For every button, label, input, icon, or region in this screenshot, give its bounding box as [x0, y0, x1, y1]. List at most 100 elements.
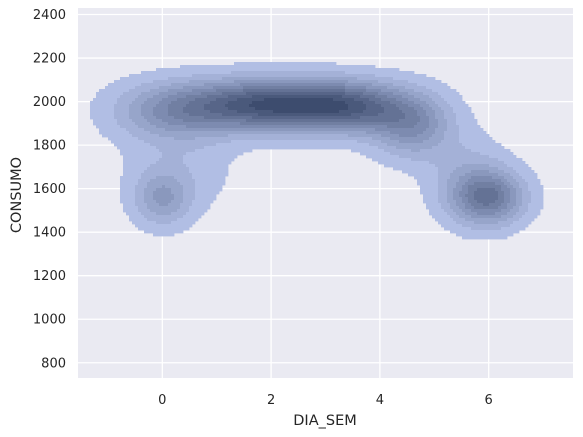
density-cell: [342, 95, 361, 99]
density-cell: [90, 110, 115, 114]
density-cell: [465, 182, 475, 186]
density-cell: [120, 182, 139, 186]
density-cell: [129, 110, 142, 114]
density-cell: [402, 101, 415, 105]
density-cell: [369, 143, 388, 147]
density-cell: [183, 161, 232, 165]
density-cell: [444, 131, 460, 135]
density-cell: [438, 182, 448, 186]
density-cell: [438, 119, 448, 123]
density-cell: [492, 176, 505, 180]
density-cell: [168, 95, 187, 99]
density-cell: [522, 215, 538, 219]
density-cell: [423, 131, 436, 135]
x-tick-labels: 0 2 4 6: [158, 393, 493, 408]
density-cell: [396, 104, 409, 108]
density-cell: [144, 200, 157, 204]
density-cell: [387, 125, 415, 129]
density-cell: [144, 230, 184, 234]
density-cell: [147, 182, 181, 186]
density-cell: [132, 221, 157, 225]
density-cell: [477, 188, 496, 192]
density-cell: [159, 101, 172, 105]
density-cell: [438, 143, 463, 147]
density-cell: [420, 149, 472, 153]
density-cell: [375, 128, 427, 132]
density-cell: [528, 206, 544, 210]
density-cell: [183, 200, 193, 204]
density-cell: [249, 104, 349, 108]
density-cell: [474, 206, 499, 210]
density-cell: [237, 110, 274, 114]
density-cell: [456, 200, 463, 204]
density-cell: [393, 167, 439, 171]
density-cell: [462, 185, 469, 189]
density-cell: [444, 209, 454, 213]
density-cell: [411, 158, 499, 162]
density-cell: [429, 212, 448, 216]
density-cell: [516, 188, 523, 192]
density-cell: [348, 80, 379, 84]
density-cell: [174, 197, 184, 201]
density-cell: [186, 152, 244, 156]
density-cell: [510, 194, 517, 198]
density-cell: [441, 140, 460, 144]
density-cell: [228, 101, 253, 105]
density-cell: [150, 143, 217, 147]
density-cell: [120, 197, 136, 201]
density-cell: [246, 119, 400, 123]
density-cell: [216, 98, 238, 102]
density-cell: [195, 191, 220, 195]
density-cell: [417, 113, 427, 117]
density-cell: [159, 158, 184, 162]
density-cell: [339, 110, 364, 114]
density-cell: [438, 167, 457, 171]
density-cell: [162, 119, 184, 123]
density-cell: [528, 209, 541, 213]
density-cell: [393, 92, 409, 96]
density-cell: [516, 194, 523, 198]
density-cell: [426, 110, 436, 114]
density-cell: [390, 137, 430, 141]
density-cell: [183, 215, 202, 219]
density-cell: [501, 203, 508, 207]
density-cell: [180, 206, 190, 210]
density-cell: [147, 218, 178, 222]
density-cell: [210, 110, 238, 114]
density-cell: [519, 182, 529, 186]
density-cell: [459, 140, 496, 144]
density-cell: [117, 146, 157, 150]
density-cell: [378, 113, 406, 117]
density-cell: [444, 134, 460, 138]
density-cell: [168, 77, 223, 81]
density-cell: [462, 200, 469, 204]
density-cell: [507, 203, 517, 207]
density-cell: [156, 146, 205, 150]
density-cell: [510, 182, 520, 186]
density-cell: [144, 197, 154, 201]
density-cell: [144, 128, 166, 132]
density-cell: [456, 119, 478, 123]
density-cell: [183, 110, 211, 114]
density-cell: [135, 86, 160, 90]
density-cell: [447, 194, 454, 198]
density-cell: [489, 155, 517, 159]
density-cell: [159, 203, 169, 207]
density-cell: [147, 119, 163, 123]
density-cell: [438, 200, 448, 204]
density-cell: [186, 125, 388, 129]
y-tick-label: 1600: [33, 182, 66, 197]
density-cell: [123, 92, 142, 96]
density-cell: [345, 86, 367, 90]
density-cell: [459, 215, 472, 219]
density-cell: [501, 227, 526, 231]
density-cell: [234, 62, 337, 66]
density-cell: [465, 218, 508, 222]
density-cell: [390, 101, 403, 105]
density-cell: [129, 116, 145, 120]
density-cell: [450, 230, 520, 234]
density-cell: [441, 224, 463, 228]
x-tick-label: 2: [267, 393, 275, 408]
density-cell: [393, 77, 436, 81]
density-cell: [99, 89, 130, 93]
